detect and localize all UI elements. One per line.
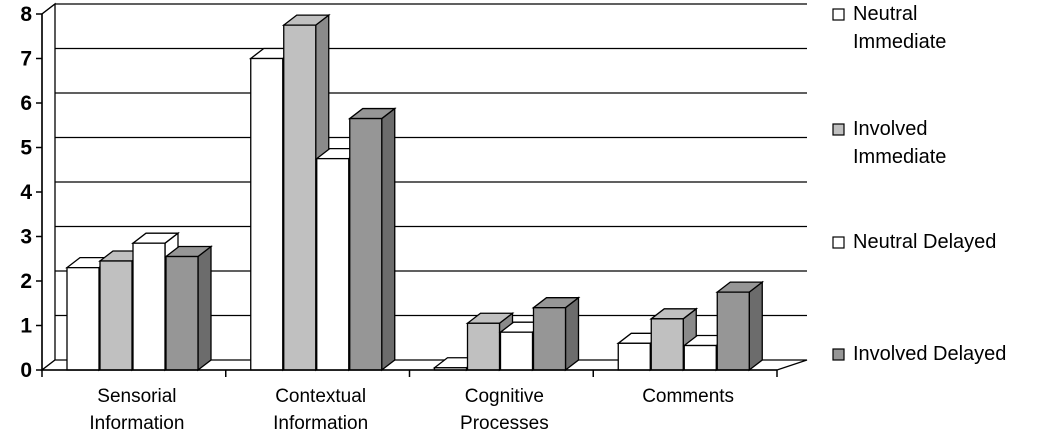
bar-group: [248, 13, 397, 372]
bar-front: [316, 157, 350, 371]
bar-front: [132, 242, 166, 371]
y-tick-label: 3: [20, 226, 32, 249]
legend-swatch: [832, 8, 845, 21]
bar: [649, 307, 699, 372]
bar-side: [748, 280, 763, 372]
legend-swatch: [832, 236, 845, 249]
bar-front: [532, 307, 567, 371]
bar-front: [499, 331, 534, 371]
bar-front: [66, 266, 100, 371]
bar-front: [716, 291, 750, 371]
y-tick-label: 1: [20, 315, 32, 338]
legend-item: Involved Immediate: [832, 118, 946, 168]
bar: [164, 245, 213, 372]
y-tick-label: 0: [20, 359, 32, 382]
bar-side: [381, 107, 396, 372]
bar-group: [432, 296, 581, 372]
y-tick-label: 6: [20, 92, 32, 115]
bar-front: [165, 255, 199, 371]
legend-swatch: [832, 123, 845, 136]
x-category-label: Comments: [642, 386, 734, 407]
bar-front: [683, 344, 717, 371]
bar-front: [466, 322, 501, 371]
legend-swatch: [832, 348, 845, 361]
legend-item: Neutral Delayed: [832, 231, 996, 253]
legend-item: Neutral Immediate: [832, 3, 946, 53]
y-tick-label: 7: [20, 48, 32, 71]
y-tick-label: 4: [20, 181, 32, 204]
bar-front: [617, 342, 651, 371]
chart-walls: [40, 2, 808, 372]
legend-label: Involved Delayed: [853, 343, 1006, 365]
bar: [715, 280, 765, 372]
x-category-label: Contextual Information: [273, 386, 368, 434]
bar-front: [650, 318, 684, 371]
legend-label: Neutral Delayed: [853, 231, 996, 253]
legend: Neutral Immediate Involved Immediate Neutral…: [832, 3, 1006, 365]
y-tick-label: 2: [20, 270, 32, 293]
bar-group: [616, 280, 765, 372]
y-tick-label: 5: [20, 137, 32, 160]
bar: [347, 107, 397, 372]
bar-side: [197, 245, 212, 372]
legend-label: Involved Immediate: [853, 118, 946, 168]
bar-front: [283, 24, 317, 371]
bar-front: [250, 57, 284, 371]
side-wall: [41, 2, 56, 372]
legend-item: Involved Delayed: [832, 343, 1006, 365]
bar-side: [564, 296, 580, 372]
axes: 0 1 2 3 4 5 6 7 8 Sensorial Information Contextual I…: [20, 3, 778, 434]
x-category-label: Sensorial Information: [89, 386, 184, 434]
bar: [531, 296, 581, 372]
bar-front: [99, 260, 133, 371]
y-tick-label: 8: [20, 3, 32, 26]
bar-group: [65, 231, 213, 372]
legend-label: Neutral Immediate: [853, 3, 946, 53]
x-category-label: Cognitive Processes: [460, 386, 549, 434]
bar-front: [349, 117, 383, 371]
bars: [65, 13, 765, 372]
